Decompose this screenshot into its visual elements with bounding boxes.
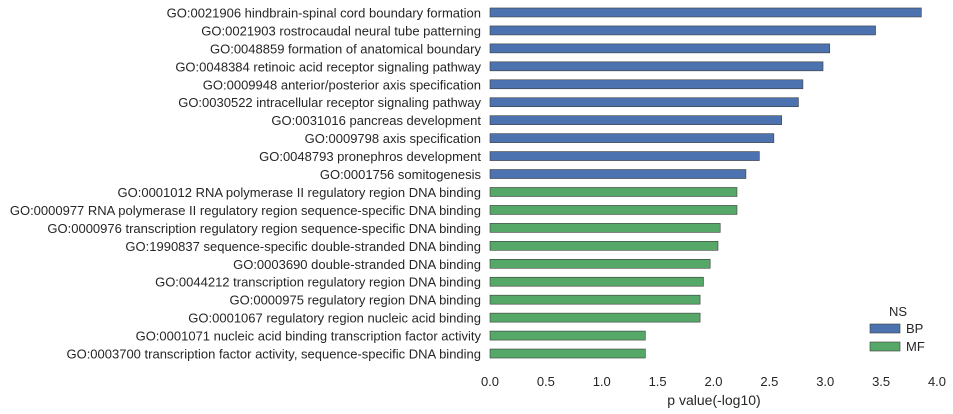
x-tick-label: 0.0 [481, 374, 499, 389]
category-label: GO:0001067 regulatory region nucleic aci… [188, 311, 481, 326]
x-tick-labels-group: 0.0 0.5 1.0 1.5 2.0 2.5 3.0 3.5 4.0 [481, 374, 946, 389]
bar-mf [489, 294, 701, 305]
category-label: GO:0001756 somitogenesis [320, 167, 482, 182]
legend: NS BP MF [869, 304, 925, 354]
x-axis-label: p value(-log10) [667, 392, 760, 408]
bar-bp [489, 151, 760, 161]
legend-title: NS [889, 304, 907, 319]
bar-bp [489, 169, 747, 179]
bar-mf [489, 205, 738, 215]
bar-bp [489, 97, 799, 108]
category-label: GO:1990837 sequence-specific double-stra… [125, 239, 481, 254]
x-tick-label: 1.0 [593, 374, 611, 389]
bar-bp [489, 43, 831, 54]
bar-bp [489, 133, 775, 143]
bar-mf [489, 330, 646, 341]
category-label: GO:0030522 intracellular receptor signal… [178, 95, 481, 110]
category-labels-group: GO:0021906 hindbrain-spinal cord boundar… [10, 5, 482, 361]
bar-bp [489, 79, 804, 90]
category-label: GO:0000976 transcription regulatory regi… [47, 221, 481, 236]
bars-group [489, 7, 922, 359]
bar-mf [489, 187, 738, 197]
bar-mf [489, 312, 701, 323]
legend-swatch-bp [869, 323, 901, 334]
x-tick-label: 1.5 [649, 374, 667, 389]
category-label: GO:0048384 retinoic acid receptor signal… [175, 59, 481, 74]
category-label: GO:0048859 formation of anatomical bound… [210, 41, 482, 56]
category-label: GO:0000977 RNA polymerase II regulatory … [10, 203, 481, 218]
x-tick-label: 4.0 [928, 374, 946, 389]
category-label: GO:0021903 rostrocaudal neural tube patt… [201, 23, 481, 38]
bar-mf [489, 258, 711, 269]
category-label: GO:0031016 pancreas development [271, 113, 481, 128]
category-label: GO:0001012 RNA polymerase II regulatory … [118, 185, 481, 200]
legend-label-bp: BP [906, 321, 923, 336]
bar-mf [489, 276, 704, 287]
x-tick-label: 3.0 [816, 374, 834, 389]
bar-bp [489, 25, 876, 36]
category-label: GO:0048793 pronephros development [259, 149, 481, 164]
x-tick-label: 0.5 [537, 374, 555, 389]
category-label: GO:0021906 hindbrain-spinal cord boundar… [167, 5, 481, 20]
category-label: GO:0044212 transcription regulatory regi… [155, 275, 481, 290]
category-label: GO:0003690 double-stranded DNA binding [233, 257, 481, 272]
legend-label-mf: MF [906, 339, 925, 354]
category-label: GO:0003700 transcription factor activity… [66, 347, 481, 362]
bar-bp [489, 61, 824, 72]
category-label: GO:0000975 regulatory region DNA binding [230, 293, 482, 308]
bar-bp [489, 7, 922, 18]
legend-swatch-mf [869, 341, 901, 352]
bar-mf [489, 241, 719, 251]
category-label: GO:0009948 anterior/posterior axis speci… [203, 77, 481, 92]
bar-mf [489, 348, 646, 359]
x-tick-label: 3.5 [872, 374, 890, 389]
category-label: GO:0001071 nucleic acid binding transcri… [136, 329, 482, 344]
category-label: GO:0009798 axis specification [305, 131, 481, 146]
x-tick-label: 2.5 [760, 374, 778, 389]
bar-mf [489, 223, 721, 233]
x-tick-label: 2.0 [704, 374, 722, 389]
bar-bp [489, 115, 782, 125]
